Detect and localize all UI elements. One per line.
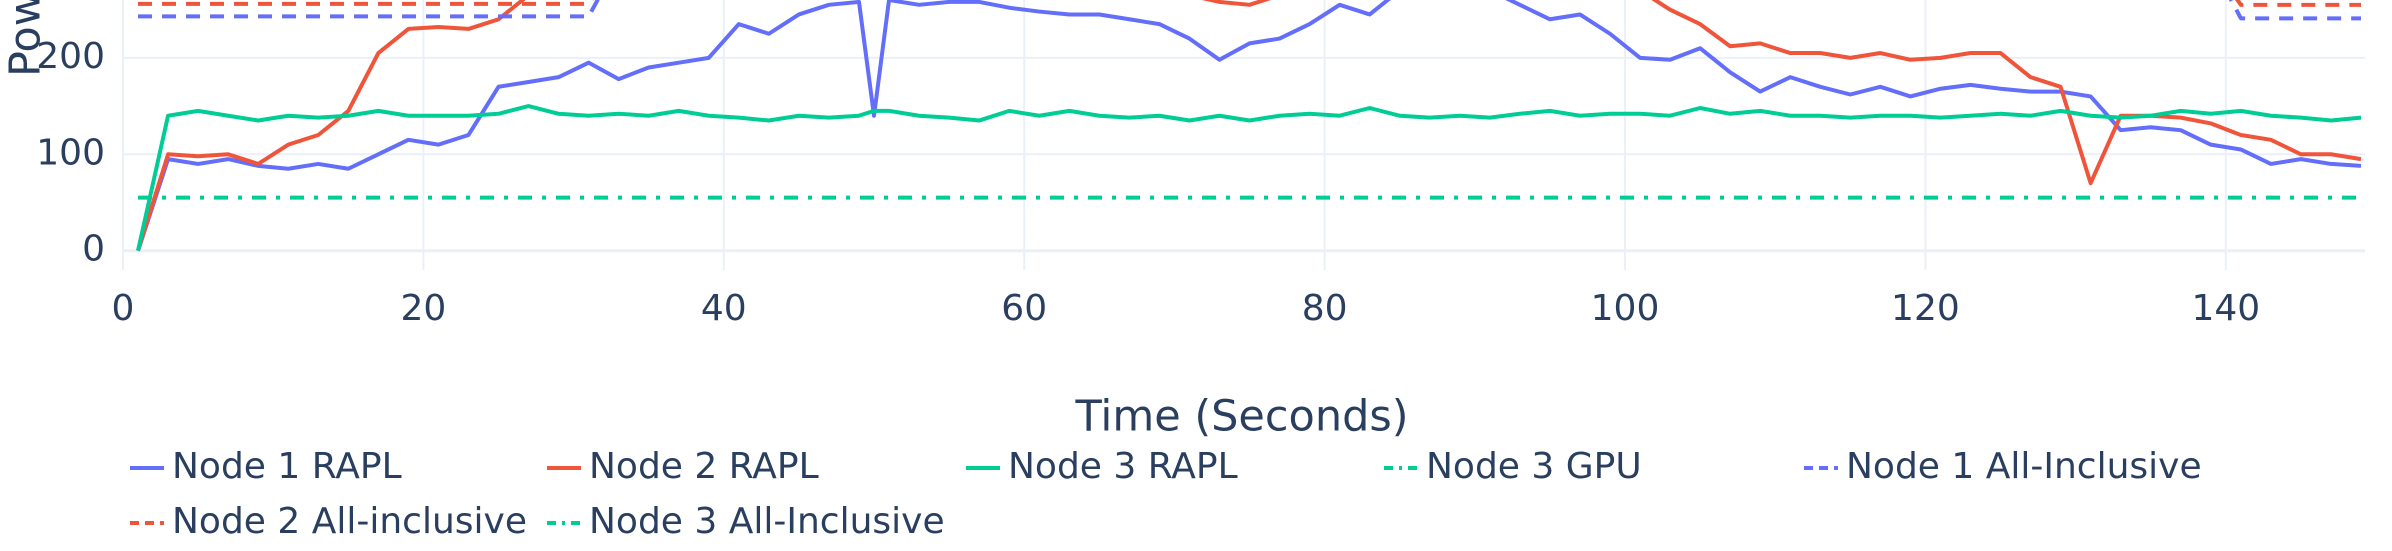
series-line	[136, 0, 2362, 252]
x-axis-title: Time (Seconds)	[1074, 392, 1408, 442]
legend-label: Node 1 All-Inclusive	[1846, 446, 2202, 487]
x-tick-label: 80	[1302, 288, 1348, 329]
y-tick-label: 0	[82, 229, 105, 270]
legend-label: Node 3 All-Inclusive	[589, 501, 945, 542]
plot-area	[136, 0, 2362, 252]
legend-label: Node 3 RAPL	[1008, 446, 1238, 487]
x-tick-label: 120	[1891, 288, 1960, 329]
x-tick-label: 20	[400, 288, 446, 329]
legend-label: Node 2 All-inclusive	[172, 501, 527, 542]
series-line	[136, 0, 2362, 252]
legend: Node 1 RAPL Node 2 RAPL Node 3 RAPL Node 3 …	[130, 446, 2202, 542]
x-tick-label: 60	[1001, 288, 1047, 329]
series-line	[136, 104, 2362, 252]
y-tick-label: 100	[36, 132, 105, 173]
x-tick-label: 0	[112, 288, 135, 329]
y-tick-label: 200	[36, 36, 105, 77]
legend-label: Node 2 RAPL	[589, 446, 819, 487]
legend-label: Node 3 GPU	[1426, 446, 1642, 487]
x-tick-label: 140	[2191, 288, 2260, 329]
grid	[122, 0, 2365, 270]
x-tick-label: 40	[701, 288, 747, 329]
legend-label: Node 1 RAPL	[172, 446, 402, 487]
x-tick-label: 100	[1591, 288, 1660, 329]
y-axis-title: Power (Watts)	[1, 0, 51, 77]
